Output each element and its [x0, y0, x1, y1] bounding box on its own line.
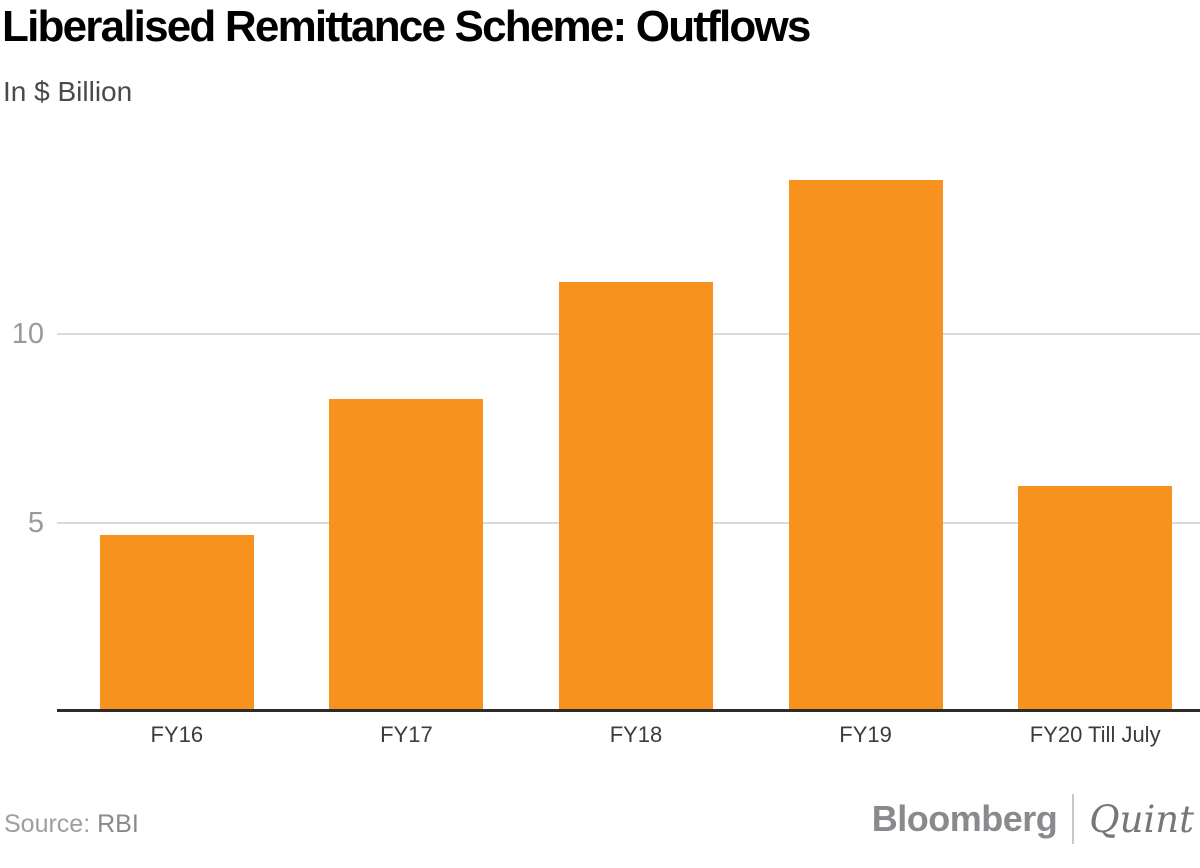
y-tick-label: 10 — [11, 318, 44, 350]
source-note: Source: RBI — [4, 810, 139, 839]
bar-band — [980, 140, 1200, 709]
bar-band — [292, 140, 522, 709]
bar-band — [751, 140, 981, 709]
bloomberg-logo: Bloomberg — [871, 798, 1058, 839]
x-axis-labels: FY16 FY17 FY18 FY19 FY20 Till July — [62, 722, 1200, 748]
bars — [62, 140, 1200, 709]
bar-fy19 — [788, 180, 943, 709]
x-axis-label: FY20 Till July — [1029, 722, 1161, 747]
x-axis-line — [57, 709, 1200, 712]
quint-logo: Quint — [1089, 797, 1194, 841]
plot-area: 5 10 — [0, 140, 1200, 712]
x-axis-label: FY19 — [839, 722, 892, 747]
bar-fy20-till-july — [1018, 486, 1173, 709]
y-tick-label: 5 — [27, 507, 44, 539]
bar-fy16 — [99, 535, 254, 709]
chart-title: Liberalised Remittance Scheme: Outflows — [2, 2, 811, 51]
x-axis-label: FY17 — [380, 722, 433, 747]
bar-fy18 — [558, 282, 713, 709]
x-axis-label: FY18 — [609, 722, 663, 747]
source-label: Source: — [4, 810, 91, 838]
brand-logo: Bloomberg Quint — [872, 793, 1194, 845]
bar-fy17 — [329, 399, 484, 709]
bar-band — [521, 140, 751, 709]
chart-subtitle: In $ Billion — [3, 76, 133, 107]
x-axis-label: FY16 — [150, 722, 204, 747]
brand-separator — [1072, 794, 1075, 844]
bar-band — [62, 140, 292, 709]
source-value: RBI — [97, 810, 139, 838]
